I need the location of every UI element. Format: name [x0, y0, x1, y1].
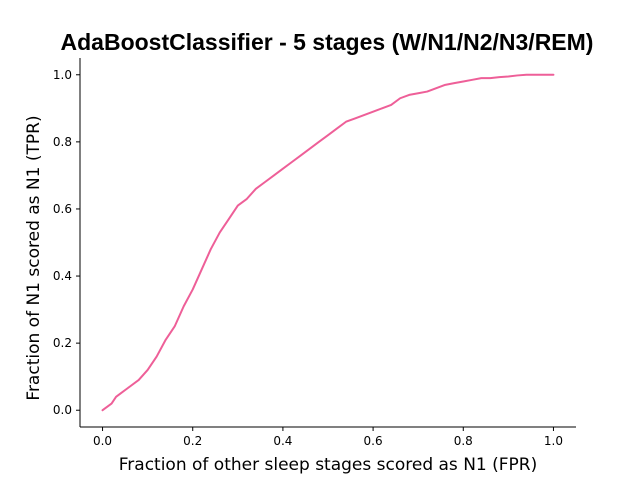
y-tick-label-0: 0.0 — [53, 403, 72, 417]
x-tick-label-1: 0.2 — [183, 434, 202, 448]
x-tick-label-5: 1.0 — [544, 434, 563, 448]
ticks: 0.0 0.2 0.4 0.6 0.8 1.0 0.0 0.2 0.4 0.6 0.8 1.0 — [53, 68, 563, 448]
x-tick-label-2: 0.4 — [273, 434, 292, 448]
y-tick-label-2: 0.4 — [53, 269, 72, 283]
y-tick-label-5: 1.0 — [53, 68, 72, 82]
roc-curve-line-0 — [101, 73, 555, 412]
y-tick-label-1: 0.2 — [53, 336, 72, 350]
y-tick-label-4: 0.8 — [53, 135, 72, 149]
x-tick-label-3: 0.6 — [364, 434, 383, 448]
chart-title: AdaBoostClassifier - 5 stages (W/N1/N2/N… — [61, 29, 594, 55]
roc-curve-group — [101, 73, 555, 412]
y-tick-label-3: 0.6 — [53, 202, 72, 216]
y-axis-label: Fraction of N1 scored as N1 (TPR) — [24, 115, 44, 400]
x-tick-label-0: 0.0 — [93, 434, 112, 448]
axes — [79, 58, 576, 428]
x-axis-label: Fraction of other sleep stages scored as… — [119, 455, 537, 475]
x-tick-label-4: 0.8 — [454, 434, 473, 448]
